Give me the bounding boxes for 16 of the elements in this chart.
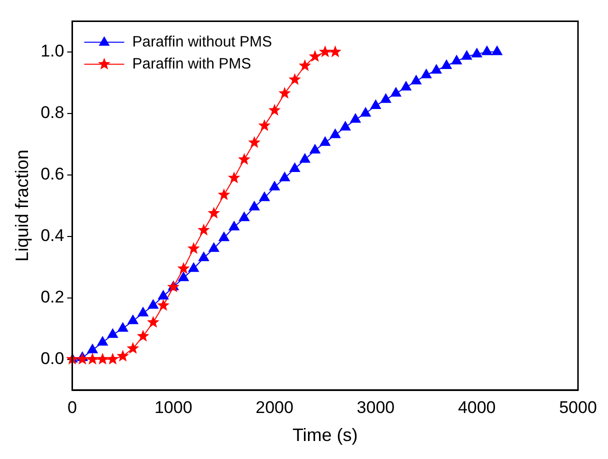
x-axis-title: Time (s) — [292, 425, 358, 446]
y-tick-label: 0.0 — [40, 348, 64, 368]
x-tick-label: 0 — [68, 398, 77, 417]
y-tick-label: 1.0 — [40, 42, 64, 61]
x-tick-label: 2000 — [256, 398, 294, 417]
y-tick-label: 0.4 — [40, 226, 64, 246]
x-tick-label: 5000 — [559, 398, 597, 417]
y-tick-label: 0.6 — [40, 164, 64, 184]
x-tick-label: 3000 — [356, 398, 395, 417]
legend-label: Paraffin without PMS — [132, 33, 272, 50]
x-tick-label: 1000 — [154, 398, 192, 417]
y-tick-label: 0.8 — [40, 103, 64, 122]
y-axis-title: Liquid fraction — [12, 150, 32, 262]
legend-label: Paraffin with PMS — [132, 55, 252, 72]
x-tick-label: 4000 — [458, 398, 496, 417]
y-tick-label: 0.2 — [40, 287, 64, 306]
